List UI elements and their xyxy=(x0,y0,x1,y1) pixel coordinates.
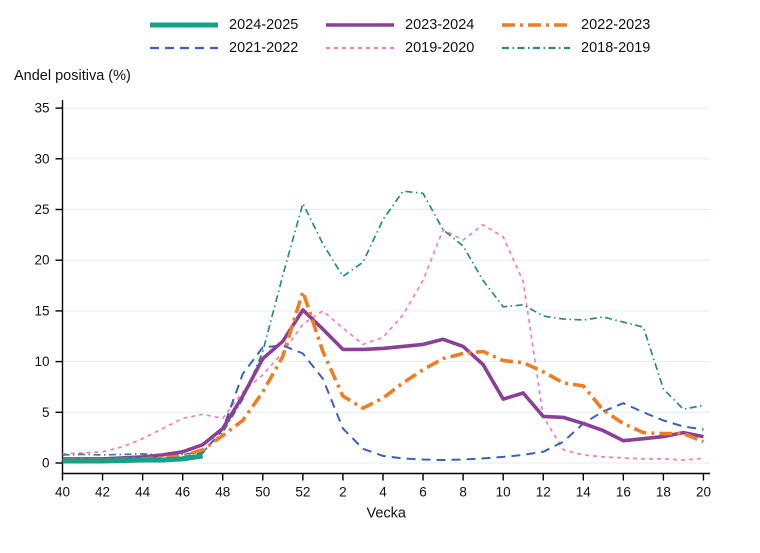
x-tick-label: 2 xyxy=(339,485,347,500)
x-axis-title: Vecka xyxy=(367,506,407,522)
y-tick-label: 5 xyxy=(42,405,50,420)
series-line-2022-2023 xyxy=(62,289,705,462)
x-tick-label: 20 xyxy=(696,485,711,500)
legend-item-2023-2024: 2023-2024 xyxy=(326,17,502,33)
y-axis-title: Andel positiva (%) xyxy=(14,68,131,84)
legend-item-2021-2022: 2021-2022 xyxy=(150,40,326,56)
series-line-2021-2022 xyxy=(62,344,704,461)
y-tick-label: 30 xyxy=(34,151,49,166)
x-tick-label: 40 xyxy=(55,485,70,500)
y-tick-label: 10 xyxy=(34,354,49,369)
x-tick-label: 44 xyxy=(135,485,151,500)
x-tick-label: 46 xyxy=(175,485,190,500)
y-tick-label: 20 xyxy=(34,253,49,268)
legend-swatch-2024-2025 xyxy=(150,22,218,27)
x-tick-label: 4 xyxy=(379,485,387,500)
legend-swatch-2018-2019 xyxy=(502,46,570,49)
legend-swatch-2023-2024 xyxy=(326,22,394,27)
legend-item-2019-2020: 2019-2020 xyxy=(326,40,502,56)
y-tick-label: 25 xyxy=(34,202,49,217)
legend-item-2018-2019: 2018-2019 xyxy=(502,40,678,56)
series-line-2019-2020 xyxy=(62,223,704,461)
x-tick-label: 12 xyxy=(536,485,551,500)
x-tick-label: 10 xyxy=(496,485,511,500)
x-tick-label: 42 xyxy=(95,485,110,500)
x-tick-label: 18 xyxy=(656,485,671,500)
legend-label: 2022-2023 xyxy=(581,16,651,33)
x-tick-label: 16 xyxy=(616,485,631,500)
x-tick-label: 52 xyxy=(295,485,310,500)
x-tick-label: 48 xyxy=(215,485,230,500)
legend-label: 2023-2024 xyxy=(405,16,475,33)
x-tick-label: 14 xyxy=(576,485,592,500)
y-tick-label: 35 xyxy=(34,101,49,116)
legend-item-2022-2023: 2022-2023 xyxy=(502,17,678,33)
y-tick-label: 0 xyxy=(42,456,50,471)
legend-label: 2018-2019 xyxy=(581,39,651,56)
series-line-2018-2019 xyxy=(62,190,704,456)
series-line-2023-2024 xyxy=(62,308,704,461)
chart-legend: 2024-2025 2023-2024 2022-2023 2021-2022 2019… xyxy=(150,13,678,59)
x-tick-label: 6 xyxy=(419,485,427,500)
legend-item-2024-2025: 2024-2025 xyxy=(150,17,326,33)
series-line-2024-2025 xyxy=(62,453,204,464)
legend-label: 2024-2025 xyxy=(229,16,299,33)
legend-swatch-2021-2022 xyxy=(150,46,218,49)
x-tick-label: 8 xyxy=(459,485,467,500)
y-tick-label: 15 xyxy=(34,303,49,318)
legend-label: 2021-2022 xyxy=(229,39,299,56)
x-tick-label: 50 xyxy=(255,485,270,500)
legend-label: 2019-2020 xyxy=(405,39,475,56)
legend-swatch-2019-2020 xyxy=(326,46,394,49)
legend-swatch-2022-2023 xyxy=(502,22,570,27)
